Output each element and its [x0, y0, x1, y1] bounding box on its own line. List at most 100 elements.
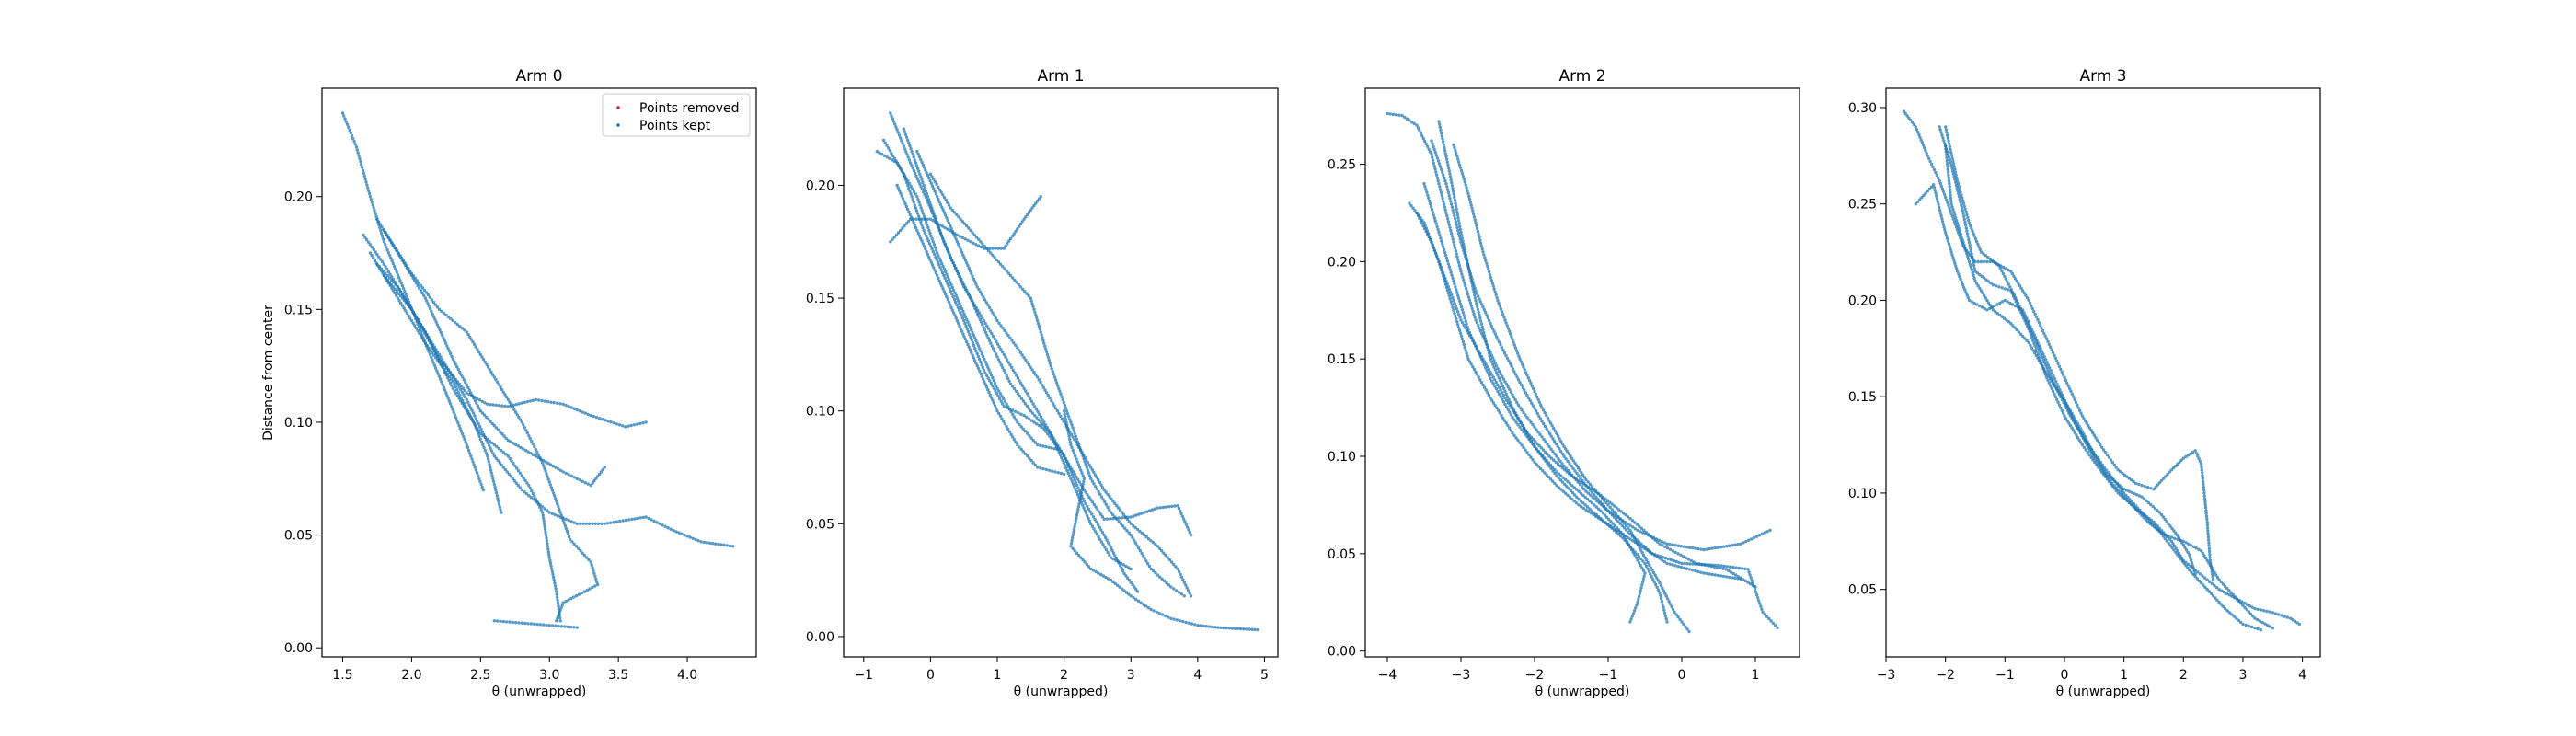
data-point	[504, 620, 509, 624]
data-point	[1029, 458, 1033, 463]
data-point	[916, 152, 920, 156]
data-point	[883, 141, 887, 144]
data-point	[1420, 222, 1424, 225]
data-point	[2221, 582, 2225, 586]
data-point	[364, 180, 368, 184]
data-point	[388, 254, 392, 258]
data-point	[1076, 553, 1081, 558]
data-point	[2019, 286, 2023, 290]
data-point	[1050, 433, 1053, 437]
data-point	[2248, 612, 2253, 616]
y-tick-label: 0.10	[284, 416, 313, 431]
data-point	[2003, 287, 2007, 291]
data-point	[1121, 512, 1126, 517]
data-point	[1971, 270, 1974, 275]
data-point	[2103, 475, 2108, 478]
data-point	[2010, 271, 2015, 276]
data-point	[1540, 420, 1544, 423]
data-point	[393, 291, 397, 295]
data-point	[1961, 212, 1965, 215]
data-point	[2151, 504, 2155, 509]
data-point	[544, 469, 547, 473]
data-point	[971, 274, 974, 278]
data-point	[451, 408, 454, 411]
x-tick-label: −3	[1452, 668, 1471, 683]
data-point	[387, 236, 391, 240]
legend-entry-kept: Points kept	[639, 119, 711, 133]
data-point	[1929, 162, 1934, 167]
data-point	[1949, 151, 1953, 155]
data-point	[919, 175, 923, 178]
data-point	[2176, 553, 2179, 557]
data-point	[1082, 500, 1087, 503]
data-point	[1467, 330, 1471, 335]
data-point	[567, 405, 570, 408]
data-point	[542, 516, 546, 520]
data-point	[1549, 434, 1553, 438]
data-point	[1558, 464, 1562, 468]
data-point	[2021, 289, 2025, 293]
data-point	[2107, 479, 2111, 484]
data-point	[1963, 224, 1968, 227]
data-point	[1594, 495, 1598, 499]
data-point	[1131, 582, 1134, 587]
data-point	[1001, 402, 1005, 406]
data-point	[928, 258, 932, 261]
data-point	[1451, 208, 1455, 212]
data-point	[515, 413, 519, 417]
data-point	[1482, 308, 1486, 312]
data-point	[1433, 167, 1437, 171]
data-point	[988, 371, 992, 374]
data-point	[1917, 132, 1921, 137]
data-point	[1759, 604, 1763, 608]
data-point	[1543, 424, 1547, 429]
data-point	[1501, 391, 1504, 395]
data-point	[1955, 176, 1959, 180]
data-point	[1512, 418, 1516, 421]
data-point	[1972, 276, 1976, 281]
data-point	[1125, 517, 1130, 522]
data-point	[1022, 217, 1026, 221]
data-point	[373, 209, 376, 213]
data-point	[630, 517, 634, 522]
data-point	[1633, 527, 1637, 531]
data-point	[937, 276, 940, 281]
data-point	[2072, 414, 2076, 418]
data-point	[1439, 236, 1443, 240]
data-point	[2025, 320, 2029, 325]
data-point	[1100, 531, 1105, 535]
data-point	[1962, 243, 1966, 247]
data-point	[1477, 350, 1480, 353]
data-point	[1932, 186, 1937, 190]
data-point	[918, 217, 922, 221]
data-point	[2208, 563, 2213, 568]
data-point	[2007, 282, 2010, 286]
arm-3-ticks: −3 −2 −1 0 1 2 3 40.050.100.150.200.250.30	[1848, 101, 2306, 683]
data-point	[2037, 320, 2041, 325]
data-point	[955, 269, 959, 273]
data-point	[2045, 366, 2049, 370]
data-point	[920, 223, 924, 227]
data-point	[1588, 500, 1592, 503]
data-point	[1031, 402, 1035, 406]
data-point	[409, 307, 414, 311]
data-point	[2101, 473, 2106, 477]
data-point	[531, 491, 535, 496]
data-point	[572, 595, 576, 599]
data-point	[457, 424, 461, 428]
data-point	[1998, 266, 2002, 270]
data-point	[1154, 571, 1157, 575]
data-point	[951, 311, 956, 315]
data-point	[2183, 546, 2187, 549]
data-point	[2207, 590, 2211, 593]
data-point	[928, 231, 932, 236]
data-point	[2133, 504, 2138, 508]
data-point	[409, 318, 414, 323]
data-point	[719, 543, 723, 546]
data-point	[1454, 204, 1458, 208]
data-point	[939, 231, 943, 236]
data-point	[1653, 573, 1657, 577]
data-point	[1457, 328, 1462, 332]
data-point	[2222, 591, 2226, 594]
